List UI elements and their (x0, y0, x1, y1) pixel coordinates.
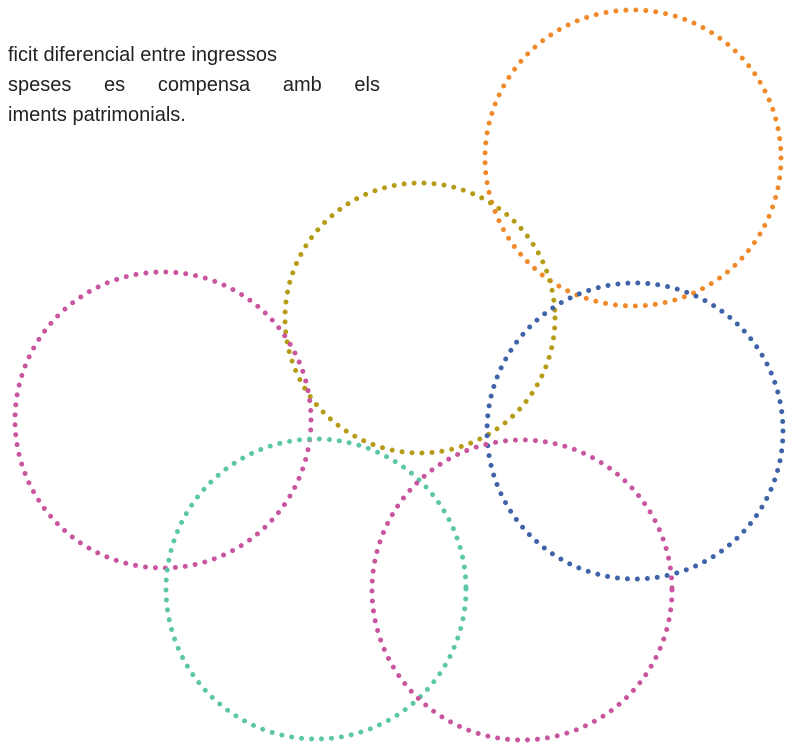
paragraph-line-2: speses es compensa amb els (8, 74, 380, 96)
paragraph-excerpt: ficit diferencial entre ingressos speses… (0, 40, 380, 130)
orange-ring (482, 7, 784, 309)
teal-ring (163, 436, 469, 742)
magenta-ring-bottom (369, 437, 675, 743)
blue-ring (484, 280, 786, 582)
paragraph-line-1: ficit diferencial entre ingressos (8, 44, 278, 66)
paragraph-line-3: iments patrimonials. (8, 104, 186, 126)
olive-ring (282, 180, 558, 456)
magenta-ring-left (12, 269, 314, 571)
